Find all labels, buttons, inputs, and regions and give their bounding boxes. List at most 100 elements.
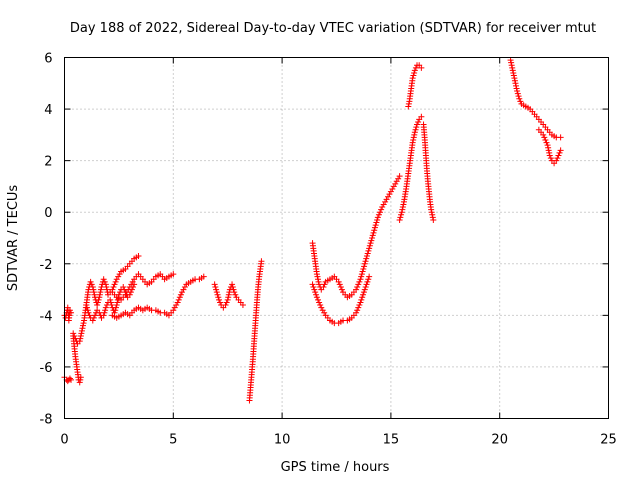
data-point xyxy=(378,206,385,213)
data-point xyxy=(338,286,345,293)
data-point xyxy=(181,283,188,290)
data-point xyxy=(70,330,77,337)
data-point xyxy=(94,302,101,309)
data-point xyxy=(115,273,122,280)
series-segment-14 xyxy=(420,121,437,223)
data-point xyxy=(85,309,92,316)
y-tick-label: -2 xyxy=(40,258,53,273)
data-point xyxy=(258,258,265,265)
y-tick-label: -8 xyxy=(40,413,53,428)
data-point xyxy=(366,273,373,280)
data-point xyxy=(321,281,328,288)
data-point xyxy=(393,178,400,185)
data-point xyxy=(94,299,101,306)
data-point xyxy=(71,332,78,339)
data-point xyxy=(102,307,109,314)
data-point xyxy=(357,276,364,283)
series-segment-13 xyxy=(405,62,425,110)
data-point xyxy=(336,281,343,288)
data-point xyxy=(369,232,376,239)
data-point xyxy=(429,211,436,218)
data-point xyxy=(170,271,177,278)
data-point xyxy=(129,278,136,285)
data-point xyxy=(412,64,419,71)
data-point xyxy=(363,253,370,260)
data-point xyxy=(316,299,323,306)
data-point xyxy=(366,242,373,249)
data-point xyxy=(367,240,374,247)
x-tick-label: 10 xyxy=(274,433,291,448)
data-point xyxy=(375,211,382,218)
data-point xyxy=(77,335,84,342)
data-point xyxy=(390,183,397,190)
data-point xyxy=(411,131,418,138)
data-points xyxy=(61,57,564,404)
data-point xyxy=(102,281,109,288)
data-point xyxy=(79,325,86,332)
data-point xyxy=(96,291,103,298)
data-point xyxy=(516,95,523,102)
data-point xyxy=(411,69,418,76)
data-point xyxy=(509,64,516,71)
data-point xyxy=(313,271,320,278)
data-point xyxy=(315,276,322,283)
data-point xyxy=(368,237,375,244)
data-point xyxy=(411,129,418,136)
x-tick-label: 5 xyxy=(169,433,177,448)
data-point xyxy=(312,289,319,296)
data-point xyxy=(180,286,187,293)
data-point xyxy=(215,294,222,301)
y-tick-label: -4 xyxy=(40,309,53,324)
data-point xyxy=(126,283,133,290)
data-point xyxy=(513,85,520,92)
data-point xyxy=(95,296,102,303)
data-point xyxy=(364,278,371,285)
data-point xyxy=(100,276,107,283)
data-point xyxy=(175,296,182,303)
data-point xyxy=(546,152,553,159)
data-point xyxy=(398,211,405,218)
data-point xyxy=(397,214,404,221)
data-point xyxy=(359,268,366,275)
data-point xyxy=(364,250,371,257)
data-point xyxy=(170,307,177,314)
data-point xyxy=(79,322,86,329)
data-point xyxy=(353,309,360,316)
data-point xyxy=(335,278,342,285)
data-point xyxy=(113,302,120,309)
x-tick-label: 20 xyxy=(491,433,508,448)
data-point xyxy=(83,302,90,309)
data-point xyxy=(128,281,135,288)
grid xyxy=(64,57,609,419)
data-point xyxy=(365,276,372,283)
data-point xyxy=(413,124,420,131)
data-point xyxy=(363,281,370,288)
data-point xyxy=(356,302,363,309)
data-point xyxy=(507,57,514,64)
data-point xyxy=(356,278,363,285)
x-tick-label: 25 xyxy=(600,433,617,448)
data-point xyxy=(171,304,178,311)
data-point xyxy=(554,155,561,162)
data-point xyxy=(84,307,91,314)
data-point xyxy=(511,77,518,84)
data-point xyxy=(173,302,180,309)
data-point xyxy=(512,80,519,87)
series-segment-4 xyxy=(70,253,142,347)
data-point xyxy=(556,149,563,156)
data-point xyxy=(405,103,412,110)
data-point xyxy=(102,304,109,311)
data-point xyxy=(428,206,435,213)
data-point xyxy=(76,379,83,386)
y-tick-label: 0 xyxy=(44,206,52,221)
data-point xyxy=(91,291,98,298)
data-point xyxy=(363,255,370,262)
data-point xyxy=(377,209,384,216)
data-point xyxy=(77,332,84,339)
data-point xyxy=(547,155,554,162)
data-point xyxy=(354,307,361,314)
series-segment-15 xyxy=(507,57,564,141)
data-point xyxy=(120,283,127,290)
y-tick-label: 2 xyxy=(44,155,52,170)
